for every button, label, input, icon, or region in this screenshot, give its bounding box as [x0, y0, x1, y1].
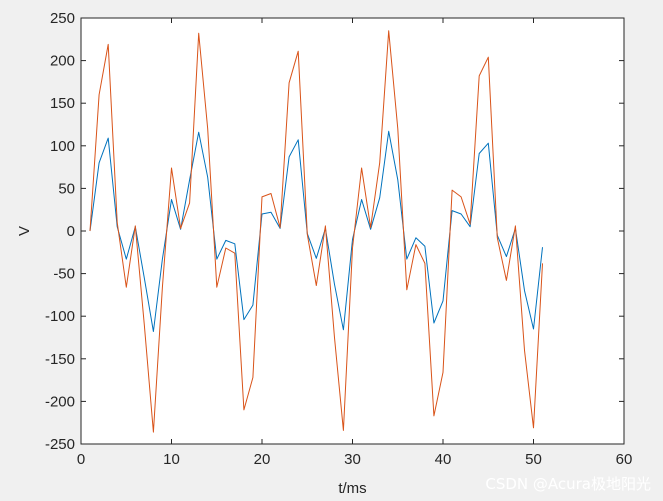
x-tick-label: 30 [344, 451, 361, 468]
x-tick-label: 60 [616, 451, 633, 468]
x-tick-label: 10 [163, 451, 180, 468]
series-line-1 [89, 130, 543, 332]
x-tick-label: 40 [435, 451, 452, 468]
x-tick-label: 50 [525, 451, 542, 468]
y-tick-label: 0 [67, 223, 75, 240]
x-tick-label: 0 [77, 451, 85, 468]
y-tick-label: -50 [53, 266, 75, 283]
series-layer [89, 30, 543, 433]
y-tick-label: 50 [58, 180, 75, 197]
y-tick-label: 150 [50, 95, 75, 112]
x-axis-label: t/ms [338, 480, 366, 497]
y-tick-label: -150 [45, 351, 75, 368]
ticks-layer: 0 10 20 30 40 50 60 -250 -200 -150 -100 -50 0 50 100 15… [45, 10, 632, 468]
y-axis-label: V [16, 226, 33, 236]
y-tick-label: -250 [45, 436, 75, 453]
plot-area [81, 18, 624, 444]
y-tick-label: 250 [50, 10, 75, 27]
watermark-text: CSDN @Acura极地阳光 [485, 475, 651, 493]
series-line-2 [89, 30, 543, 433]
x-tick-label: 20 [254, 451, 271, 468]
y-tick-label: 200 [50, 53, 75, 70]
y-tick-label: 100 [50, 138, 75, 155]
y-tick-label: -200 [45, 393, 75, 410]
y-tick-label: -100 [45, 308, 75, 325]
